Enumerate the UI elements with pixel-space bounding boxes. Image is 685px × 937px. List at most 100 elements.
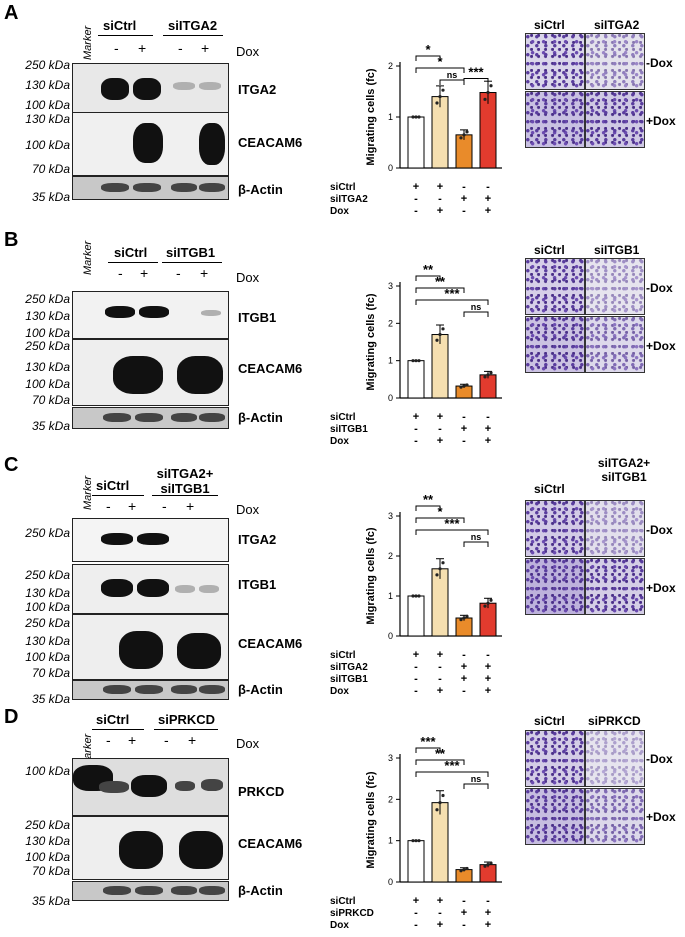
data-point	[486, 373, 490, 377]
data-point	[435, 101, 439, 105]
blot-label: PRKCD	[238, 784, 285, 799]
marker-label: Marker	[82, 475, 94, 510]
y-tick-label: 1	[388, 591, 393, 601]
panel-d: D Marker siCtrl siPRKCD - + - + Dox 100 …	[0, 700, 685, 937]
y-tick-label: 3	[388, 511, 393, 521]
data-point	[486, 90, 490, 95]
y-tick-label: 1	[388, 112, 393, 122]
condition-sign: -	[438, 193, 442, 205]
significance-label: ***	[444, 516, 460, 531]
tile-header: siITGB1	[594, 243, 640, 257]
condition-sign: -	[462, 435, 466, 447]
condition-sign: +	[437, 435, 443, 447]
significance-bracket	[415, 287, 465, 293]
y-tick-label: 2	[388, 551, 393, 561]
condition-sign: -	[414, 907, 418, 919]
data-point	[435, 573, 439, 577]
tile-header: siITGA2+ siITGB1	[597, 456, 651, 484]
kda-label: 35 kDa	[31, 190, 70, 204]
significance-bracket	[463, 541, 489, 547]
significance-bracket	[439, 79, 465, 85]
significance-label: **	[435, 746, 446, 761]
condition-sign: +	[485, 423, 491, 435]
migration-image	[585, 788, 645, 845]
condition-sign: -	[486, 649, 490, 661]
tile-row-label: +Dox	[646, 114, 676, 128]
group-label: siCtrl	[103, 18, 137, 33]
kda-label: 250 kDa	[25, 526, 70, 540]
condition-sign: -	[414, 673, 418, 685]
y-tick-label: 1	[388, 356, 393, 366]
significance-bracket	[415, 299, 489, 305]
western-blot	[72, 881, 229, 901]
condition-sign: +	[485, 673, 491, 685]
data-point	[483, 604, 487, 608]
data-point	[435, 808, 439, 812]
significance-label: ***	[468, 65, 484, 80]
kda-label: 250 kDa	[25, 616, 70, 630]
y-axis-label: Migrating cells (fc)	[365, 68, 377, 166]
data-point	[411, 594, 415, 598]
data-point	[459, 385, 463, 389]
data-point	[414, 839, 418, 843]
blot-label: CEACAM6	[238, 135, 303, 150]
dox-label: Dox	[236, 502, 260, 517]
data-point	[465, 866, 469, 871]
kda-label: 250 kDa	[25, 818, 70, 832]
migration-image	[525, 558, 585, 615]
group-label: siITGB1	[166, 245, 216, 260]
dox-sign: -	[118, 265, 123, 281]
condition-label: Dox	[330, 206, 349, 217]
data-point	[441, 88, 445, 92]
migration-image	[585, 258, 645, 315]
dox-sign: +	[140, 265, 149, 281]
western-blot	[72, 63, 229, 113]
western-blot	[72, 176, 229, 200]
significance-label: *	[437, 54, 443, 69]
significance-label: ***	[420, 734, 436, 749]
panel-label: B	[4, 229, 19, 251]
kda-label: 130 kDa	[25, 634, 70, 648]
condition-label: siITGB1	[330, 424, 368, 435]
significance-label: ***	[444, 758, 460, 773]
western-blot	[72, 407, 229, 429]
bar	[407, 360, 425, 399]
condition-label: siCtrl	[330, 182, 356, 193]
condition-sign: +	[485, 661, 491, 673]
migration-image	[525, 500, 585, 557]
significance-bracket	[463, 311, 489, 317]
data-point	[414, 594, 418, 598]
data-point	[459, 618, 463, 622]
condition-sign: +	[437, 649, 443, 661]
data-point	[483, 375, 487, 379]
data-point	[411, 359, 415, 363]
western-blot	[72, 339, 229, 406]
y-axis-label: Migrating cells (fc)	[365, 771, 377, 869]
migration-image	[585, 500, 645, 557]
group-label: siCtrl	[114, 245, 148, 260]
bar	[431, 568, 449, 637]
kda-label: 250 kDa	[25, 58, 70, 72]
blot-label: β-Actin	[238, 883, 283, 898]
condition-sign: +	[461, 661, 467, 673]
kda-label: 130 kDa	[25, 78, 70, 92]
tile-header: siITGA2	[594, 18, 640, 32]
condition-sign: -	[414, 919, 418, 931]
data-point	[465, 130, 469, 134]
kda-label: 35 kDa	[31, 692, 70, 706]
significance-bracket	[415, 55, 441, 61]
data-point	[459, 136, 463, 140]
dox-sign: -	[164, 732, 169, 748]
dox-sign: -	[162, 498, 167, 514]
blot-label: ITGB1	[238, 310, 277, 325]
significance-bracket	[463, 783, 489, 789]
bar	[479, 864, 497, 883]
data-point	[411, 839, 415, 843]
blot-label: ITGB1	[238, 577, 277, 592]
western-blot	[72, 518, 229, 562]
bar	[455, 134, 473, 169]
data-point	[462, 616, 466, 620]
data-point	[462, 133, 466, 137]
condition-label: siITGA2	[330, 194, 368, 205]
